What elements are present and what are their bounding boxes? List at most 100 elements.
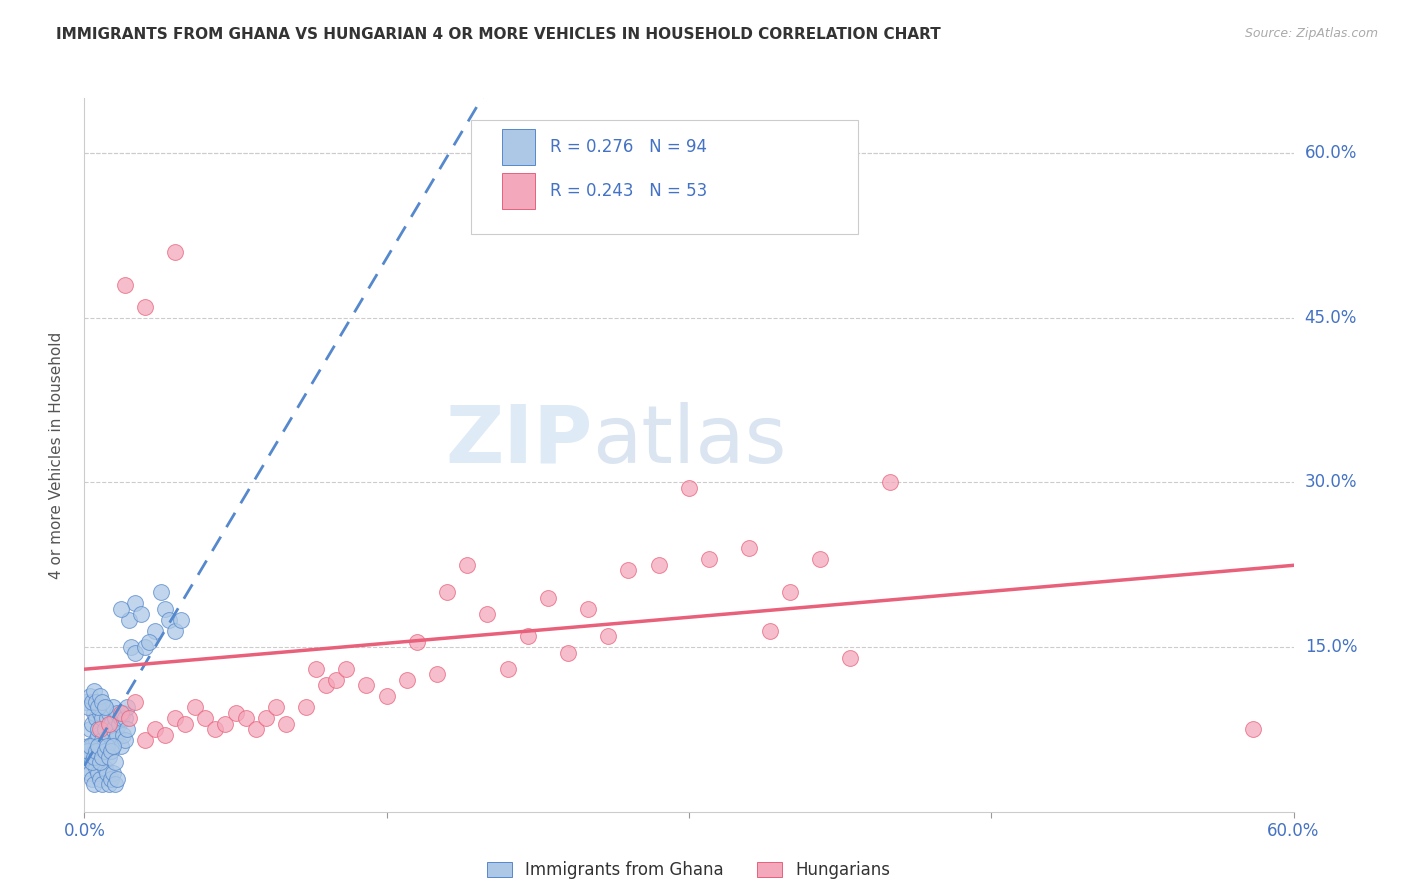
Point bbox=[375, 690, 398, 704]
Point bbox=[214, 717, 236, 731]
Point bbox=[93, 723, 115, 737]
Point bbox=[97, 749, 120, 764]
Point bbox=[91, 777, 114, 791]
Point bbox=[598, 629, 620, 643]
Point bbox=[325, 673, 347, 687]
Point bbox=[87, 700, 110, 714]
Point bbox=[75, 749, 97, 764]
Point bbox=[647, 558, 671, 572]
Point bbox=[516, 629, 538, 643]
Text: R = 0.243   N = 53: R = 0.243 N = 53 bbox=[550, 182, 707, 200]
Point bbox=[96, 711, 118, 725]
Point bbox=[264, 700, 287, 714]
Point bbox=[86, 711, 108, 725]
Point bbox=[82, 695, 104, 709]
Point bbox=[617, 563, 640, 577]
Text: 45.0%: 45.0% bbox=[1305, 309, 1357, 326]
Point bbox=[104, 777, 127, 791]
Point bbox=[184, 700, 207, 714]
Point bbox=[305, 662, 328, 676]
Point bbox=[82, 717, 104, 731]
Point bbox=[808, 552, 831, 566]
Point bbox=[75, 695, 97, 709]
Point bbox=[395, 673, 418, 687]
Point bbox=[110, 706, 132, 720]
FancyBboxPatch shape bbox=[502, 173, 536, 209]
Y-axis label: 4 or more Vehicles in Household: 4 or more Vehicles in Household bbox=[49, 331, 63, 579]
Text: 60.0%: 60.0% bbox=[1305, 144, 1357, 162]
Point bbox=[97, 717, 120, 731]
Text: atlas: atlas bbox=[592, 401, 786, 480]
Point bbox=[87, 766, 110, 780]
Point bbox=[165, 711, 187, 725]
FancyBboxPatch shape bbox=[502, 129, 536, 165]
Point bbox=[96, 766, 118, 780]
Point bbox=[97, 728, 120, 742]
Point bbox=[496, 662, 519, 676]
Point bbox=[839, 651, 862, 665]
Point bbox=[89, 690, 111, 704]
Point bbox=[138, 634, 160, 648]
Text: R = 0.276   N = 94: R = 0.276 N = 94 bbox=[550, 137, 707, 156]
Point bbox=[1241, 723, 1264, 737]
Text: Source: ZipAtlas.com: Source: ZipAtlas.com bbox=[1244, 27, 1378, 40]
Point bbox=[879, 475, 901, 490]
Point bbox=[194, 711, 217, 725]
Point bbox=[82, 756, 104, 770]
Point bbox=[235, 711, 257, 725]
Point bbox=[143, 723, 166, 737]
Point bbox=[124, 646, 146, 660]
Point bbox=[89, 723, 111, 737]
Point bbox=[97, 777, 120, 791]
Point bbox=[114, 711, 136, 725]
Point bbox=[77, 739, 100, 753]
Point bbox=[77, 700, 100, 714]
Point bbox=[738, 541, 761, 556]
Point bbox=[87, 739, 110, 753]
Point bbox=[105, 772, 128, 786]
Point bbox=[91, 695, 114, 709]
Point bbox=[101, 723, 124, 737]
Point bbox=[406, 634, 429, 648]
Point bbox=[91, 711, 114, 725]
Point bbox=[79, 766, 101, 780]
Point bbox=[86, 733, 108, 747]
Point bbox=[134, 640, 156, 654]
Point bbox=[165, 624, 187, 638]
Text: ZIP: ZIP bbox=[444, 401, 592, 480]
Point bbox=[86, 744, 108, 758]
Point bbox=[129, 607, 152, 621]
Point bbox=[100, 739, 122, 753]
Point bbox=[89, 772, 111, 786]
Point bbox=[153, 601, 176, 615]
Point bbox=[315, 678, 337, 692]
Point bbox=[537, 591, 560, 605]
Point bbox=[77, 744, 100, 758]
Text: 15.0%: 15.0% bbox=[1305, 638, 1357, 656]
Point bbox=[79, 756, 101, 770]
Point bbox=[114, 277, 136, 292]
Point bbox=[89, 706, 111, 720]
Point bbox=[104, 711, 127, 725]
Point bbox=[295, 700, 318, 714]
Point bbox=[97, 706, 120, 720]
Point bbox=[93, 700, 115, 714]
Point bbox=[110, 711, 132, 725]
Point bbox=[93, 744, 115, 758]
Point bbox=[83, 777, 105, 791]
Text: IMMIGRANTS FROM GHANA VS HUNGARIAN 4 OR MORE VEHICLES IN HOUSEHOLD CORRELATION C: IMMIGRANTS FROM GHANA VS HUNGARIAN 4 OR … bbox=[56, 27, 941, 42]
Point bbox=[225, 706, 247, 720]
Point bbox=[114, 733, 136, 747]
Point bbox=[89, 756, 111, 770]
Point bbox=[86, 695, 108, 709]
Point bbox=[89, 739, 111, 753]
Text: 30.0%: 30.0% bbox=[1305, 474, 1357, 491]
Point bbox=[111, 728, 134, 742]
Point bbox=[111, 706, 134, 720]
Point bbox=[83, 749, 105, 764]
Point bbox=[115, 700, 138, 714]
Point bbox=[115, 723, 138, 737]
Point bbox=[96, 739, 118, 753]
Point bbox=[153, 728, 176, 742]
Point bbox=[96, 733, 118, 747]
